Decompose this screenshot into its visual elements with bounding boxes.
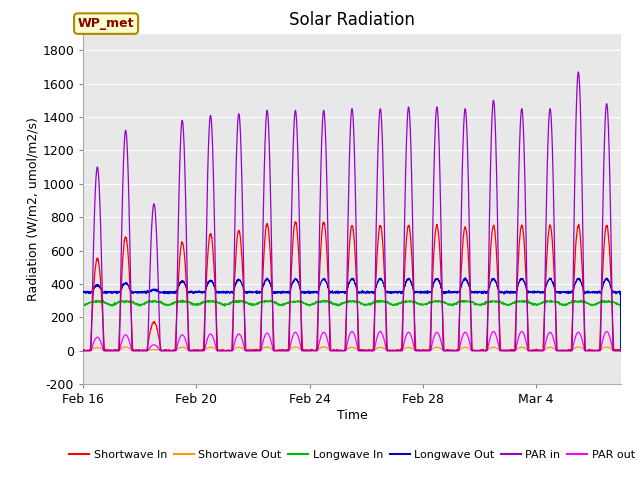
- Title: Solar Radiation: Solar Radiation: [289, 11, 415, 29]
- Y-axis label: Radiation (W/m2, umol/m2/s): Radiation (W/m2, umol/m2/s): [26, 117, 40, 301]
- Legend: Shortwave In, Shortwave Out, Longwave In, Longwave Out, PAR in, PAR out: Shortwave In, Shortwave Out, Longwave In…: [65, 445, 639, 465]
- Text: WP_met: WP_met: [78, 17, 134, 30]
- X-axis label: Time: Time: [337, 409, 367, 422]
